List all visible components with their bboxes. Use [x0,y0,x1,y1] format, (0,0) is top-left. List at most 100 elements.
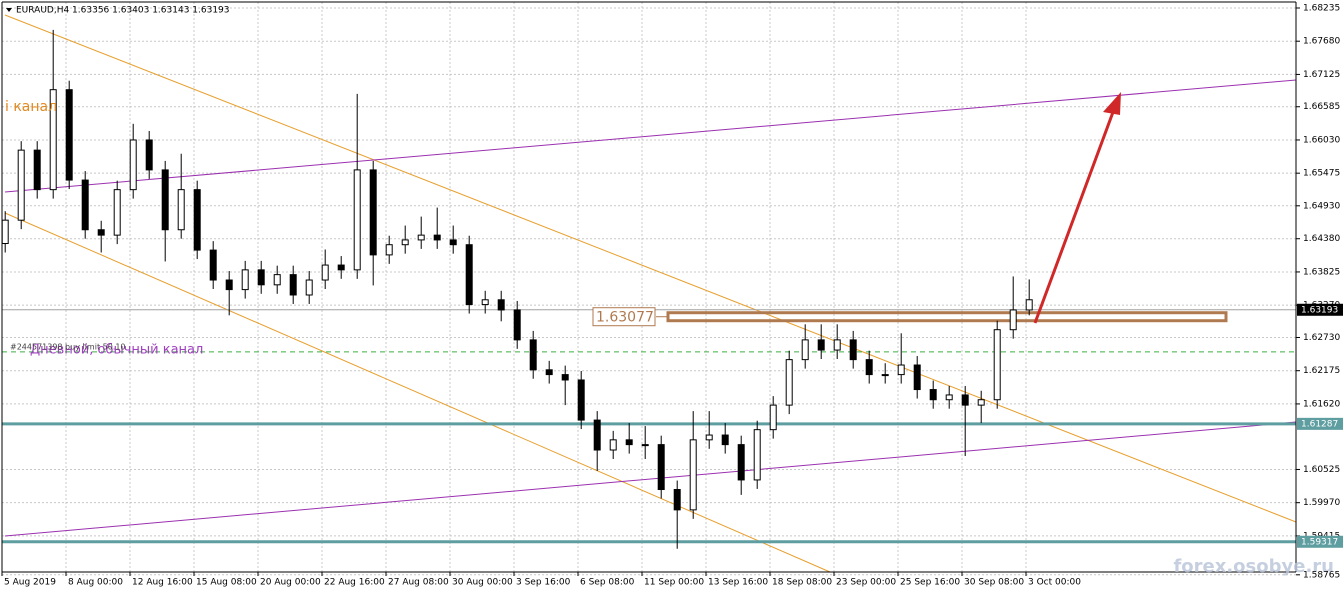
candle-body [833,339,841,351]
candle-body [609,439,617,451]
candle-body [897,364,905,376]
candle-body [225,279,233,291]
candle-body [145,139,153,171]
candle-body [753,429,761,481]
x-tick-label: 8 Aug 00:00 [68,578,123,588]
menu-icon [6,8,12,12]
candle-body [673,489,681,511]
x-tick-label: 6 Sep 08:00 [580,578,635,588]
candle-body [1,219,9,245]
levels: 1.63077 [2,307,1296,544]
candle-body [561,374,569,381]
grid [1,2,1296,576]
x-tick-label: 3 Sep 16:00 [516,578,571,588]
x-tick-label: 22 Aug 16:00 [324,578,385,588]
price-label-bg [1297,417,1343,430]
x-tick-label: 30 Sep 08:00 [964,578,1024,588]
candle-body [241,269,249,291]
candle-body [545,369,553,376]
candle-body [945,394,953,401]
candle-body [993,329,1001,401]
chart-title: EURAUD,H4 1.63356 1.63403 1.63143 1.6319… [16,6,230,16]
y-tick-label: 1.66585 [1303,102,1340,112]
candle-body [161,169,169,231]
candle-body [337,264,345,271]
x-tick-label: 27 Aug 08:00 [388,578,449,588]
candle-body [81,179,89,231]
candle-body [417,234,425,241]
channel-line [4,79,1297,193]
candle-body [177,189,185,231]
candle-body [273,274,281,286]
y-tick-label: 1.63825 [1303,267,1340,277]
candle-body [209,249,217,281]
y-tick-label: 1.62730 [1303,333,1340,343]
candle-body [369,169,377,256]
candle-body [481,299,489,306]
candle-body [737,444,745,481]
candle-body [625,439,633,446]
candle-body [769,404,777,431]
candle-body [449,239,457,246]
candle-body [513,309,521,341]
x-tick-label: 13 Sep 16:00 [708,578,768,588]
y-tick-label: 1.62175 [1303,366,1340,376]
x-tick-label: 18 Sep 08:00 [772,578,832,588]
x-tick-label: 23 Sep 00:00 [836,578,896,588]
y-tick-label: 1.67125 [1303,70,1340,80]
candle-body [529,339,537,371]
channel-line [4,421,1297,537]
y-tick-label: 1.67680 [1303,37,1340,47]
forecast-arrow [1033,103,1118,324]
y-tick-label: 1.60525 [1303,465,1340,475]
x-tick-label: 15 Aug 08:00 [196,578,257,588]
candle-body [801,339,809,361]
x-tick-label: 3 Oct 00:00 [1028,578,1081,588]
order-label: #244571398 buy limit 50.10 [10,343,126,352]
arrow-head [1103,92,1121,115]
x-tick-label: 12 Aug 16:00 [132,578,193,588]
candle-body [289,274,297,296]
price-labels: 1.68235 1.67680 1.67125 1.66585 1.66030 1.654… [1,3,1343,588]
y-tick-label: 1.68235 [1303,3,1340,13]
zone-label: 1.63077 [596,310,654,326]
candle-body [33,149,41,191]
annotation: Дневной, обычный канал [30,343,203,358]
candle-body [865,359,873,376]
candle-body [641,444,649,447]
candle-body [593,419,601,451]
x-tick-label: 11 Sep 00:00 [644,578,704,588]
candle-body [433,234,441,241]
price-label-bg [1297,303,1343,316]
price-label-bg [1297,535,1343,548]
candle-body [17,149,25,221]
y-tick-label: 1.64930 [1303,201,1340,211]
candle-body [129,139,137,191]
y-tick-label: 1.64380 [1303,234,1340,244]
candle-body [689,439,697,511]
candle-body [401,239,409,246]
annotation: і канал [5,99,57,115]
candle-body [817,339,825,351]
y-tick-label: 1.65475 [1303,169,1340,179]
candle-body [705,434,713,441]
candle-body [849,339,857,361]
y-tick-label: 1.61620 [1303,399,1340,409]
candle-body [961,394,969,406]
channel-line [4,14,1297,523]
candle-body [721,434,729,446]
candle-body [385,244,393,256]
price-label: 1.59317 [1301,537,1338,547]
candle-body [1025,299,1033,311]
candle-body [577,379,585,421]
candle-body [49,89,57,191]
price-label: 1.61287 [1301,419,1338,429]
candle-body [65,89,73,181]
x-tick-label: 25 Sep 16:00 [900,578,960,588]
candle-body [881,374,889,377]
x-tick-label: 20 Aug 00:00 [260,578,321,588]
y-tick-label: 1.59970 [1303,498,1340,508]
candle-body [113,189,121,236]
